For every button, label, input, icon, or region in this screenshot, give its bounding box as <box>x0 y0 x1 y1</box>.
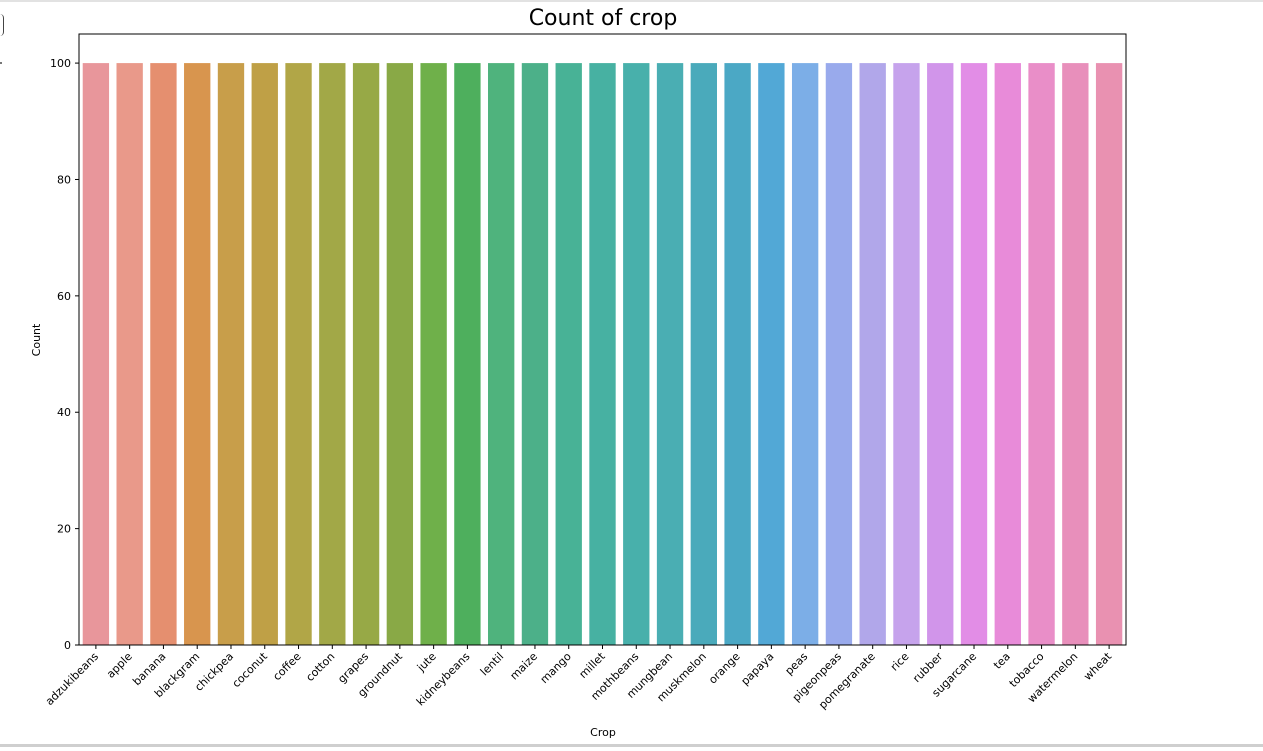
bar-rice <box>893 63 920 646</box>
bar-tea <box>994 63 1021 646</box>
bar-banana <box>150 63 177 646</box>
x-tick-label: peas <box>783 650 811 678</box>
bar-coconut <box>251 63 278 646</box>
bar-orange <box>724 63 751 646</box>
y-axis: 0 20 40 60 80 100 <box>50 57 79 652</box>
bar-adzukibeans <box>82 63 110 646</box>
bar-coffee <box>285 63 312 646</box>
x-axis-label: Crop <box>590 726 616 739</box>
bar-jute <box>420 63 447 646</box>
bar-pigeonpeas <box>825 63 853 646</box>
y-tick-label: 20 <box>57 523 71 536</box>
x-tick-label: cotton <box>303 650 337 684</box>
bar-muskmelon <box>690 63 717 646</box>
bar-cotton <box>319 63 346 646</box>
bottom-border <box>0 744 1263 747</box>
bar-lentil <box>488 63 515 646</box>
bars-group <box>82 63 1123 646</box>
bar-mango <box>555 63 582 646</box>
x-tick-label: jute <box>414 650 439 675</box>
top-border <box>0 0 1263 2</box>
y-tick-label: 80 <box>57 173 71 186</box>
y-tick-label: 0 <box>64 639 71 652</box>
bar-maize <box>521 63 549 646</box>
x-tick-label: apple <box>104 650 135 681</box>
x-tick-label: mango <box>538 650 574 686</box>
x-tick-label: coffee <box>270 650 303 683</box>
bar-mothbeans <box>623 63 650 646</box>
cell-marker-dot <box>0 62 2 64</box>
x-tick-label: wheat <box>1081 649 1115 683</box>
x-tick-label: coconut <box>230 649 271 690</box>
bar-tobacco <box>1028 63 1055 646</box>
cell-marker <box>0 14 4 36</box>
y-tick-label: 60 <box>57 290 71 303</box>
bar-kidneybeans <box>454 63 481 646</box>
bar-sugarcane <box>960 63 988 646</box>
bar-wheat <box>1095 63 1123 646</box>
bar-chickpea <box>217 63 245 646</box>
x-tick-label: lentil <box>478 650 506 678</box>
x-tick-label: orange <box>706 650 743 687</box>
x-tick-label: papaya <box>739 650 777 688</box>
bar-watermelon <box>1062 63 1089 646</box>
bar-blackgram <box>184 63 211 646</box>
bar-pomegranate <box>859 63 886 646</box>
bar-grapes <box>352 63 380 646</box>
x-tick-label: millet <box>577 649 609 681</box>
bar-mungbean <box>656 63 684 646</box>
x-tick-label: rice <box>888 650 912 674</box>
chart-title: Count of crop <box>529 6 678 31</box>
x-tick-label: adzukibeans <box>43 650 101 708</box>
x-tick-label: maize <box>508 650 541 683</box>
x-axis: adzukibeans applebananablackgramchickpeac… <box>43 645 1115 712</box>
bar-rubber <box>927 63 954 646</box>
x-tick-label: tea <box>991 650 1013 672</box>
y-tick-label: 100 <box>50 57 71 70</box>
y-axis-label: Count <box>30 323 43 356</box>
y-tick-label: 40 <box>57 406 71 419</box>
bar-millet <box>589 63 616 646</box>
bar-apple <box>116 63 143 646</box>
bar-groundnut <box>386 63 414 646</box>
bar-peas <box>791 63 819 646</box>
bar-papaya <box>758 63 785 646</box>
